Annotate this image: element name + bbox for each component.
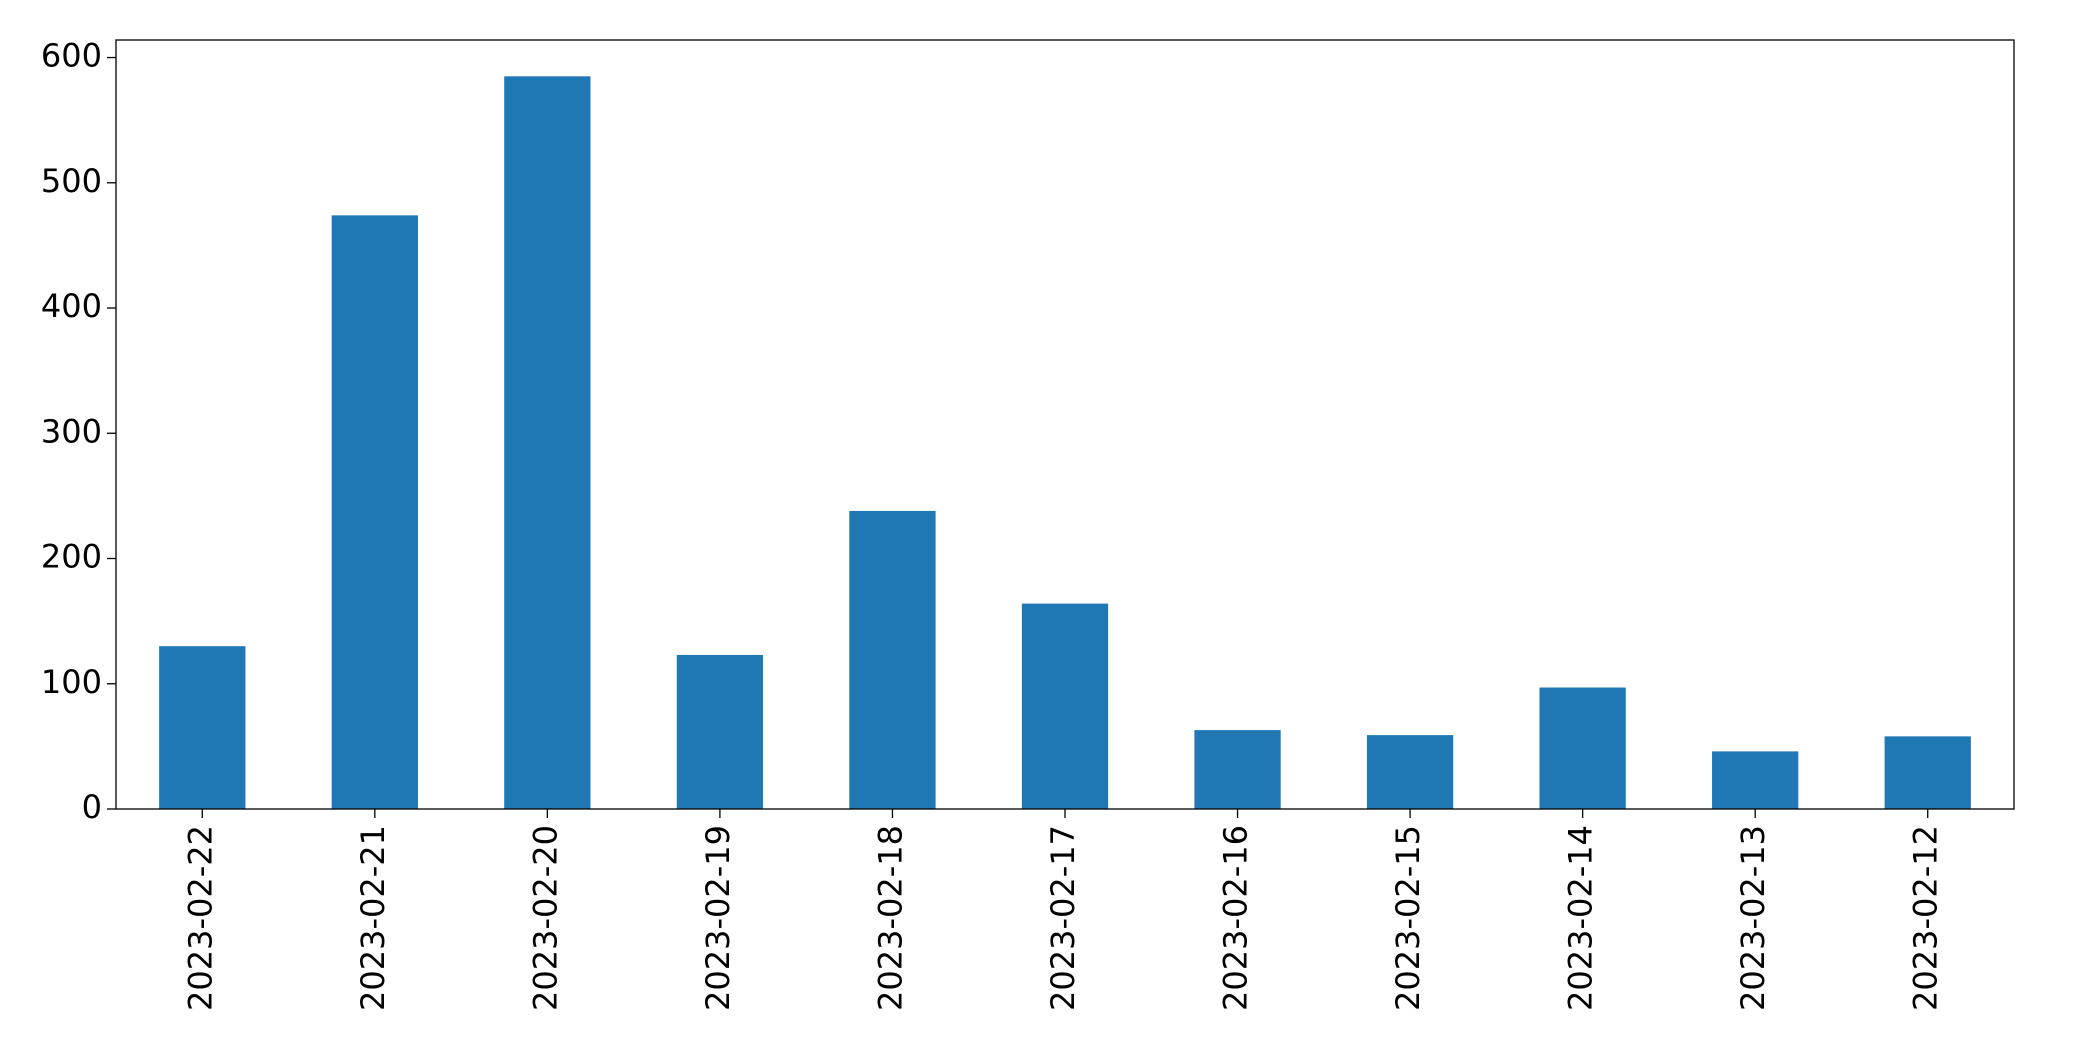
bar <box>159 646 246 809</box>
x-tick-label: 2023-02-17 <box>1044 825 1082 1011</box>
x-tick-label: 2023-02-15 <box>1389 825 1427 1011</box>
y-tick-label: 500 <box>41 162 102 200</box>
x-tick-label: 2023-02-13 <box>1734 825 1772 1011</box>
bar <box>1021 603 1109 809</box>
y-tick-label: 600 <box>41 37 102 75</box>
x-tick-label: 2023-02-16 <box>1217 825 1255 1011</box>
bar <box>1884 736 1971 809</box>
x-tick-label: 2023-02-19 <box>699 825 737 1011</box>
bar <box>1366 735 1454 809</box>
bar <box>676 654 764 809</box>
x-tick-label: 2023-02-22 <box>181 825 219 1011</box>
bar <box>331 215 418 809</box>
y-tick-label: 400 <box>41 287 102 325</box>
x-tick-label: 2023-02-20 <box>526 825 564 1011</box>
bar <box>849 510 936 809</box>
y-tick-label: 0 <box>82 788 102 826</box>
y-tick-label: 100 <box>41 663 102 701</box>
y-tick-label: 200 <box>41 538 102 576</box>
x-tick-label: 2023-02-18 <box>871 825 909 1011</box>
bar <box>1539 687 1626 809</box>
plot-frame <box>115 39 2015 810</box>
bar <box>1194 730 1281 809</box>
bar <box>1712 751 1799 809</box>
x-tick-label: 2023-02-14 <box>1562 825 1600 1011</box>
bar <box>504 76 591 809</box>
y-tick-label: 300 <box>41 412 102 450</box>
x-tick-label: 2023-02-12 <box>1907 825 1945 1011</box>
x-tick-label: 2023-02-21 <box>354 825 392 1011</box>
